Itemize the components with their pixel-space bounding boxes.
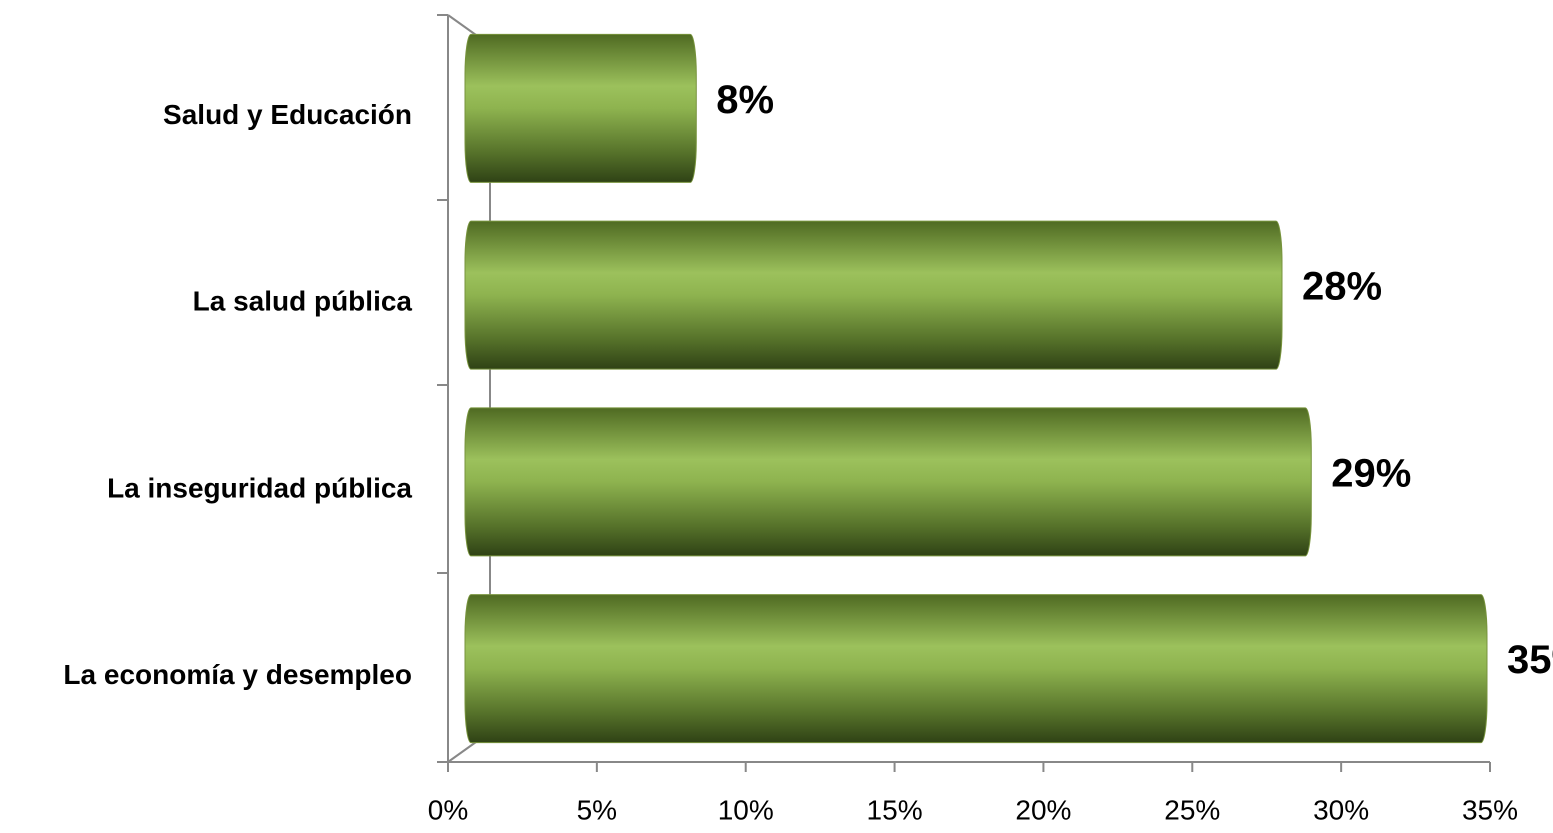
bar xyxy=(464,220,1283,370)
value-label: 28% xyxy=(1302,265,1382,309)
value-label: 35% xyxy=(1507,638,1553,682)
bar xyxy=(464,594,1488,744)
value-label: 8% xyxy=(716,78,774,122)
x-tick-label: 35% xyxy=(1462,794,1518,825)
category-label: Salud y Educación xyxy=(163,99,412,130)
category-label: La salud pública xyxy=(193,286,413,317)
x-tick-label: 0% xyxy=(428,794,468,825)
value-label: 29% xyxy=(1331,451,1411,495)
bar xyxy=(464,407,1312,557)
category-label: La economía y desempleo xyxy=(63,659,412,690)
x-tick-label: 20% xyxy=(1015,794,1071,825)
category-label: La inseguridad pública xyxy=(107,472,412,503)
x-tick-label: 5% xyxy=(577,794,617,825)
x-tick-label: 10% xyxy=(718,794,774,825)
x-tick-label: 15% xyxy=(867,794,923,825)
x-tick-label: 30% xyxy=(1313,794,1369,825)
bar xyxy=(464,33,697,183)
x-tick-label: 25% xyxy=(1164,794,1220,825)
